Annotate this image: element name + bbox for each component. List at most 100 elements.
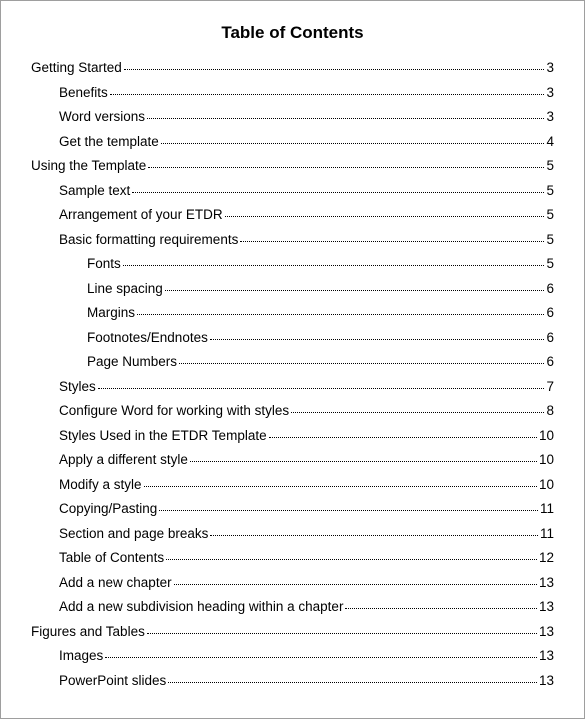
toc-leader-dots (137, 314, 544, 315)
toc-entry-page: 3 (546, 86, 554, 100)
toc-entry-label: PowerPoint slides (59, 674, 166, 688)
toc-leader-dots (105, 657, 537, 658)
document-page: Table of Contents Getting Started3Benefi… (0, 0, 585, 719)
toc-entry-page: 13 (539, 625, 554, 639)
toc-entry-label: Copying/Pasting (59, 502, 157, 516)
toc-entry-label: Images (59, 649, 103, 663)
toc-leader-dots (168, 682, 537, 683)
toc-entry-page: 4 (546, 135, 554, 149)
toc-leader-dots (144, 486, 537, 487)
toc-entry: Fonts 5 (31, 257, 554, 271)
toc-entry-page: 13 (539, 600, 554, 614)
toc-entry: Styles 7 (31, 380, 554, 394)
toc-entry-page: 5 (546, 257, 554, 271)
toc-leader-dots (345, 608, 537, 609)
toc-entry-page: 10 (539, 429, 554, 443)
toc-entry-label: Page Numbers (87, 355, 177, 369)
toc-entry-label: Section and page breaks (59, 527, 208, 541)
toc-entry: Configure Word for working with styles 8 (31, 404, 554, 418)
toc-entry: Table of Contents 12 (31, 551, 554, 565)
toc-entry-label: Footnotes/Endnotes (87, 331, 208, 345)
toc-leader-dots (166, 559, 537, 560)
toc-leader-dots (123, 265, 545, 266)
toc-entry-page: 5 (546, 208, 554, 222)
toc-leader-dots (179, 363, 544, 364)
toc-leader-dots (174, 584, 537, 585)
toc-entry: Footnotes/Endnotes 6 (31, 331, 554, 345)
toc-entry-label: Getting Started (31, 61, 122, 75)
toc-entry-page: 6 (546, 331, 554, 345)
toc-entry-page: 6 (546, 282, 554, 296)
toc-entry-page: 7 (546, 380, 554, 394)
toc-entry-label: Styles Used in the ETDR Template (59, 429, 267, 443)
toc-leader-dots (147, 633, 537, 634)
toc-entry: Section and page breaks 11 (31, 527, 554, 541)
page-title: Table of Contents (31, 23, 554, 43)
toc-entry-page: 5 (546, 233, 554, 247)
toc-entry-page: 11 (540, 502, 554, 516)
toc-entry-label: Using the Template (31, 159, 146, 173)
toc-entry-label: Line spacing (87, 282, 163, 296)
toc-leader-dots (110, 94, 545, 95)
toc-entry-label: Arrangement of your ETDR (59, 208, 223, 222)
toc-leader-dots (98, 388, 545, 389)
toc-entry: Using the Template 5 (31, 159, 554, 173)
toc-entry-page: 10 (539, 478, 554, 492)
toc-entry: Word versions 3 (31, 110, 554, 124)
toc-entry-label: Configure Word for working with styles (59, 404, 289, 418)
toc-leader-dots (240, 241, 544, 242)
toc-entry: Benefits 3 (31, 86, 554, 100)
toc-entry-label: Add a new chapter (59, 576, 172, 590)
toc-leader-dots (132, 192, 544, 193)
toc-entry: Add a new chapter13 (31, 576, 554, 590)
toc-entry-label: Benefits (59, 86, 108, 100)
toc-entry-label: Modify a style (59, 478, 142, 492)
toc-leader-dots (210, 535, 538, 536)
toc-entry-label: Margins (87, 306, 135, 320)
toc-entry-page: 3 (546, 110, 554, 124)
toc-entry: Margins 6 (31, 306, 554, 320)
toc-entry: Arrangement of your ETDR 5 (31, 208, 554, 222)
toc-entry-label: Apply a different style (59, 453, 188, 467)
toc-entry-page: 10 (539, 453, 554, 467)
toc-entry-label: Table of Contents (59, 551, 164, 565)
toc-entry-page: 11 (540, 527, 554, 541)
toc-entry: Line spacing 6 (31, 282, 554, 296)
toc-entry: Basic formatting requirements 5 (31, 233, 554, 247)
toc-entry-page: 13 (539, 674, 554, 688)
toc-leader-dots (124, 69, 545, 70)
toc-entry-page: 8 (546, 404, 554, 418)
toc-entry-label: Add a new subdivision heading within a c… (59, 600, 343, 614)
toc-leader-dots (165, 290, 545, 291)
toc-entry: Figures and Tables 13 (31, 625, 554, 639)
toc-entry-page: 5 (546, 159, 554, 173)
toc-entry: Getting Started3 (31, 61, 554, 75)
toc-leader-dots (161, 143, 545, 144)
toc-entry-page: 12 (539, 551, 554, 565)
toc-entry-label: Sample text (59, 184, 130, 198)
toc-entry-page: 6 (546, 306, 554, 320)
toc-entry: Modify a style 10 (31, 478, 554, 492)
toc-entry-page: 6 (546, 355, 554, 369)
toc-leader-dots (159, 510, 538, 511)
toc-entry-label: Figures and Tables (31, 625, 145, 639)
toc-entry: Copying/Pasting 11 (31, 502, 554, 516)
toc-entry-page: 5 (546, 184, 554, 198)
toc-entry: Images13 (31, 649, 554, 663)
toc-entry: Page Numbers 6 (31, 355, 554, 369)
toc-entry-label: Fonts (87, 257, 121, 271)
toc-leader-dots (291, 412, 544, 413)
toc-list: Getting Started3 Benefits 3 Word versions 3 G… (31, 61, 554, 687)
toc-entry: Get the template4 (31, 135, 554, 149)
toc-entry: Sample text 5 (31, 184, 554, 198)
toc-entry: PowerPoint slides 13 (31, 674, 554, 688)
toc-entry: Styles Used in the ETDR Template 10 (31, 429, 554, 443)
toc-leader-dots (269, 437, 537, 438)
toc-entry-label: Styles (59, 380, 96, 394)
toc-entry-label: Basic formatting requirements (59, 233, 238, 247)
toc-entry: Apply a different style 10 (31, 453, 554, 467)
toc-leader-dots (210, 339, 545, 340)
toc-leader-dots (148, 167, 544, 168)
toc-entry-label: Word versions (59, 110, 145, 124)
toc-leader-dots (190, 461, 537, 462)
